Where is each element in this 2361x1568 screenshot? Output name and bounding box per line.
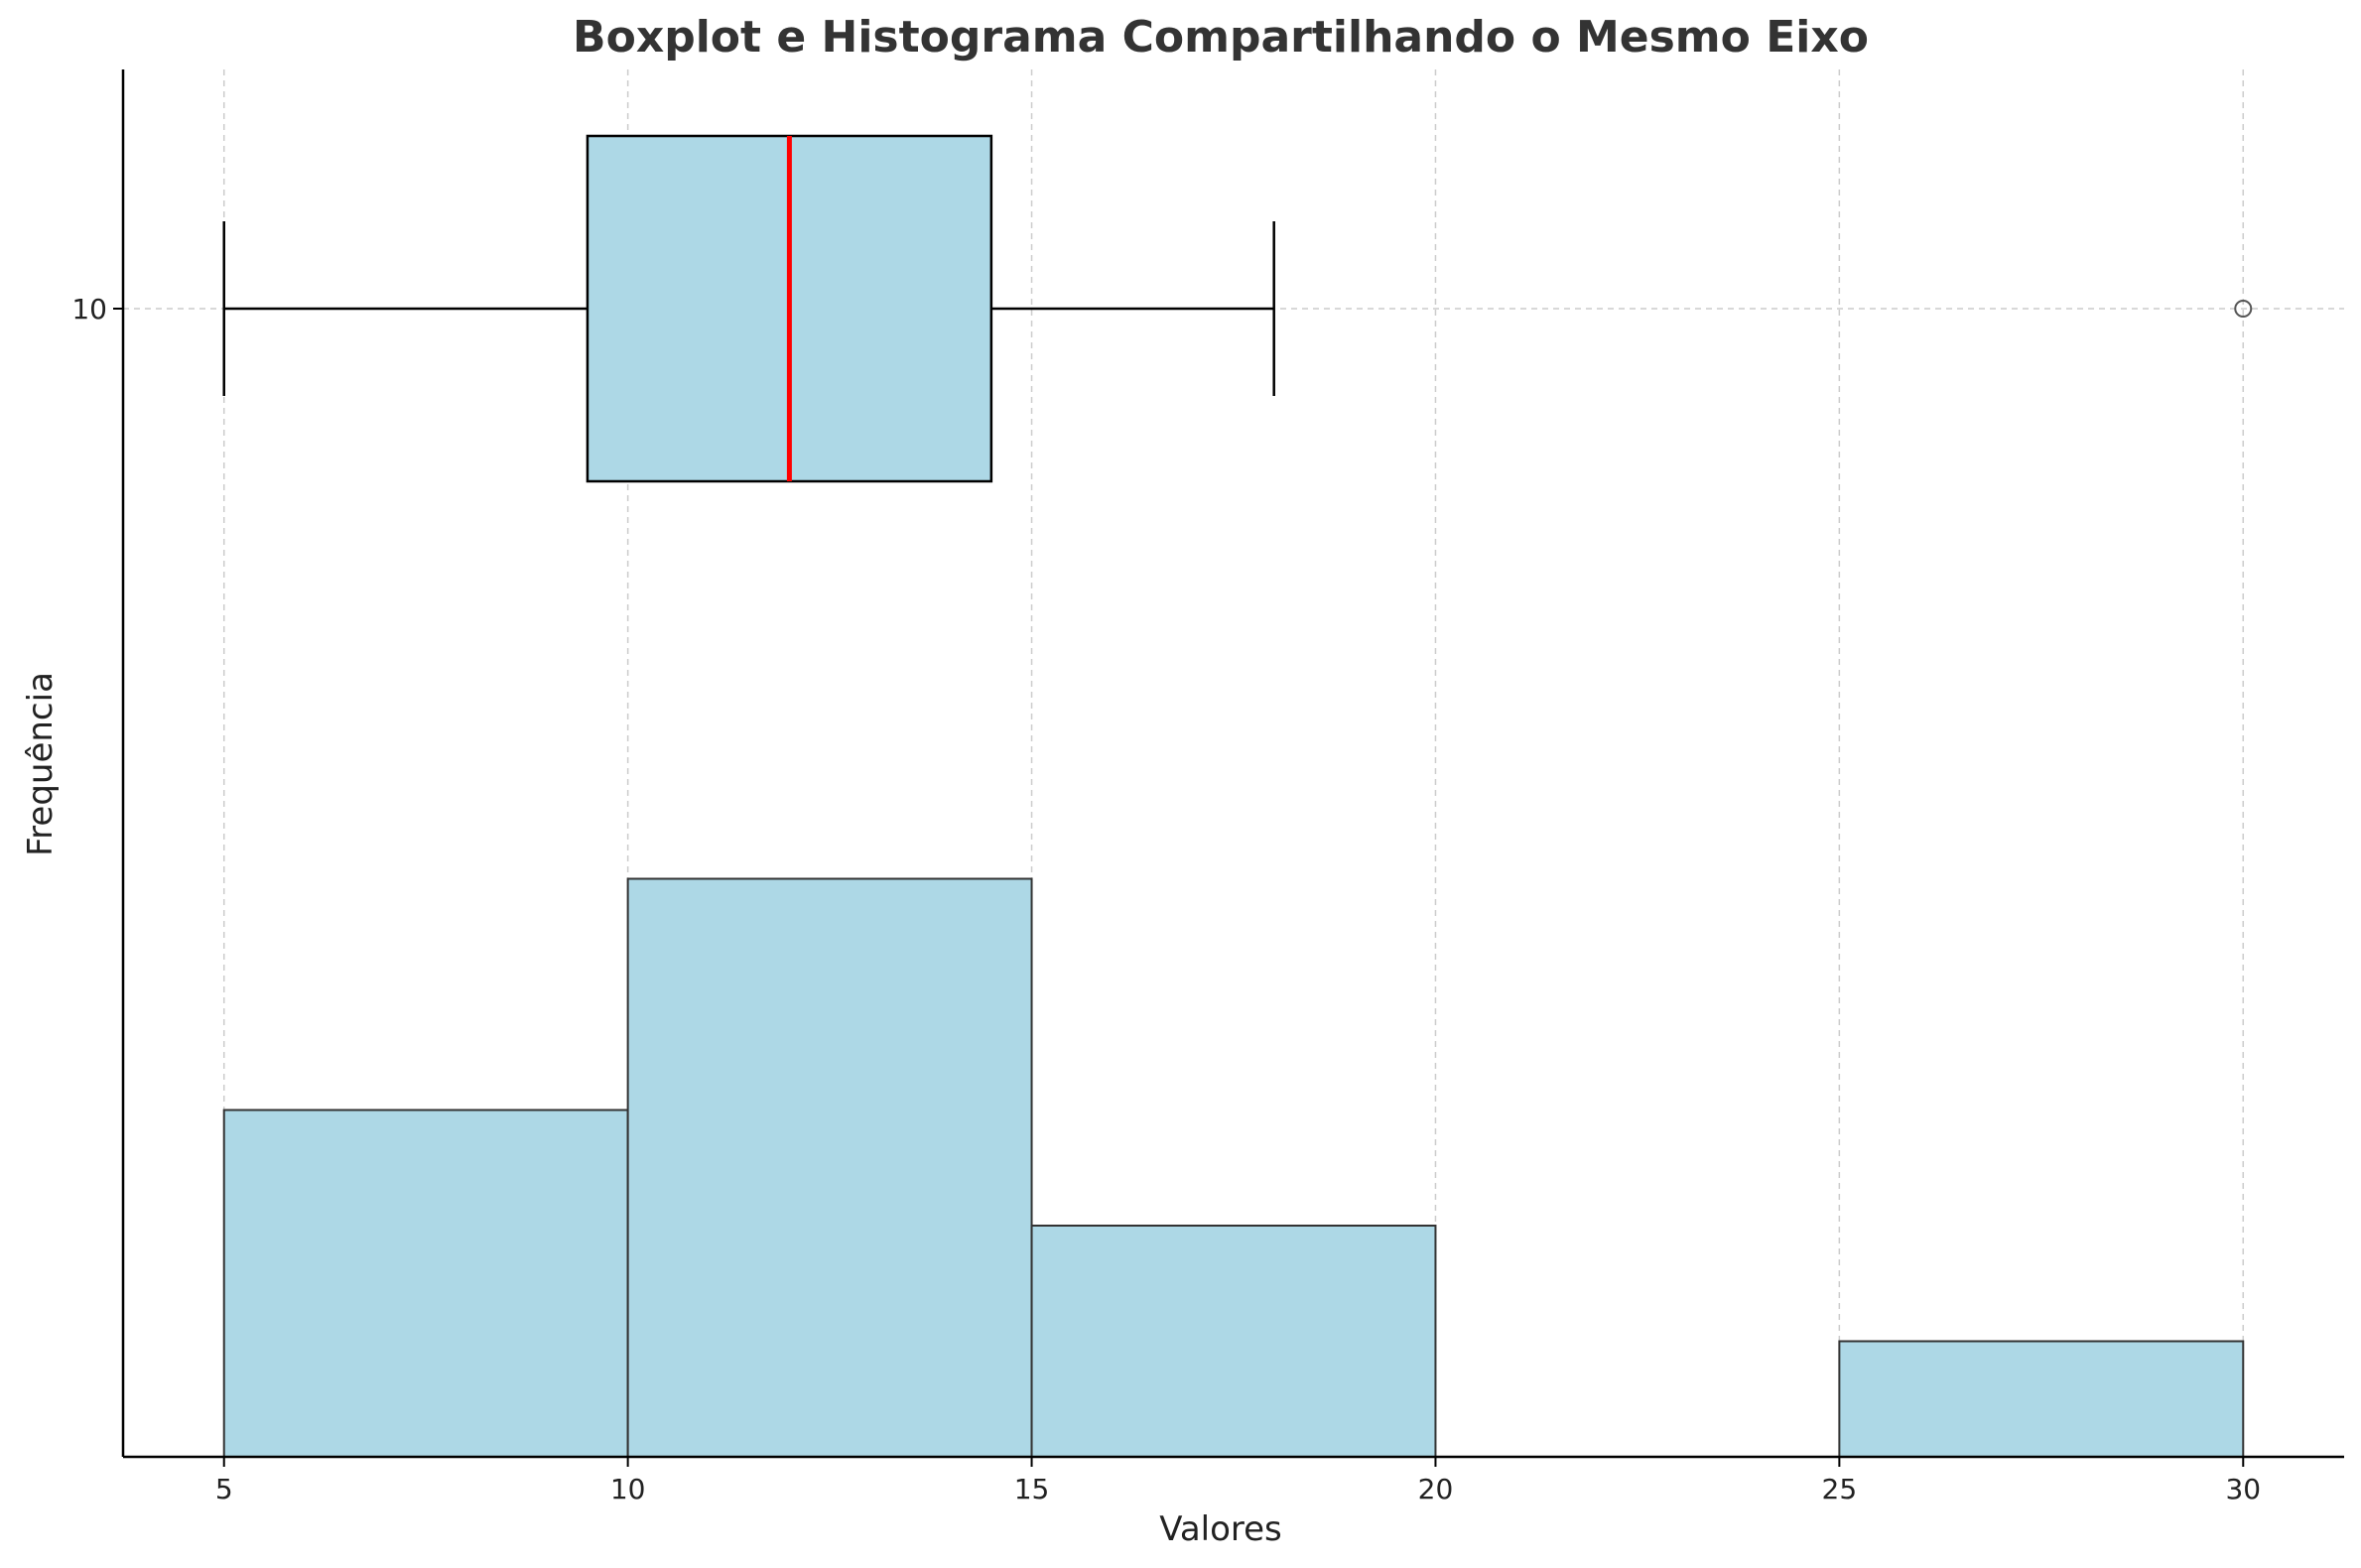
y-axis-label: Frequência (21, 672, 61, 856)
x-tick-label: 25 (1822, 1473, 1858, 1505)
y-tick-label: 10 (71, 293, 107, 326)
histogram-bar (626, 877, 1033, 1458)
histogram-bar (1838, 1340, 2245, 1458)
boxplot (222, 134, 2253, 483)
x-tick-label: 15 (1014, 1473, 1050, 1505)
x-tick-label: 10 (610, 1473, 646, 1505)
x-tick-label: 20 (1418, 1473, 1454, 1505)
x-axis-label: Valores (1159, 1509, 1282, 1549)
x-tick-label: 30 (2225, 1473, 2261, 1505)
histogram (222, 877, 2245, 1458)
histogram-bar (1030, 1225, 1437, 1458)
chart-title: Boxplot e Histograma Compartilhando o Me… (573, 12, 1869, 63)
axes: 5 10 15 20 25 30 10 (71, 69, 2344, 1505)
x-tick-label: 5 (215, 1473, 233, 1505)
outlier-point (2234, 300, 2253, 318)
histogram-bar (222, 1109, 629, 1458)
